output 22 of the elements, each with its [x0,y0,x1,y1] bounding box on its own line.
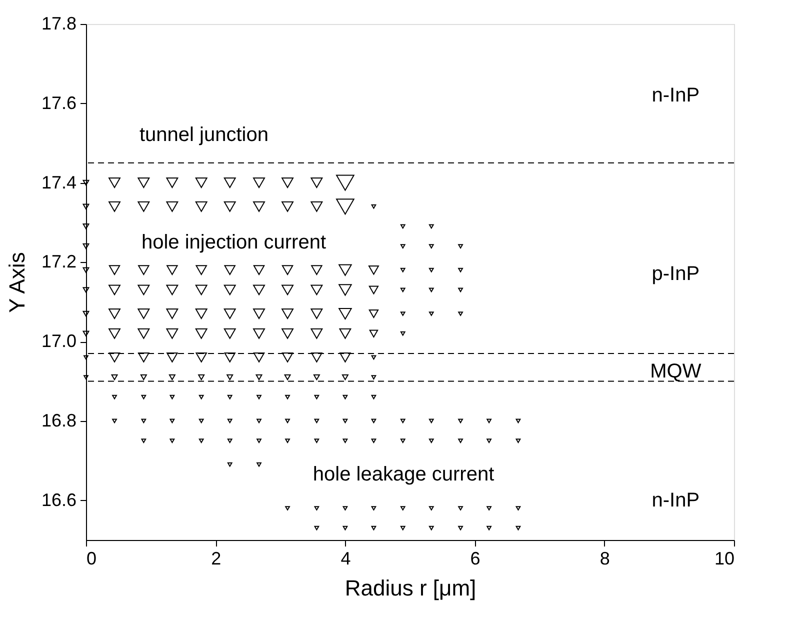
y-axis-title: Y Axis [4,252,30,313]
annotation: hole injection current [141,231,326,254]
annotation: n-InP [652,84,700,106]
y-tick-label: 17.8 [41,14,76,34]
y-tick-label: 16.8 [41,410,76,430]
x-tick-label: 0 [86,548,97,568]
x-tick-label: 8 [600,548,610,568]
y-tick-label: 17.4 [41,172,76,192]
x-tick-label: 10 [714,548,734,568]
y-tick-label: 16.6 [41,490,76,510]
annotation: MQW [650,360,702,382]
annotation: p-InP [652,263,700,286]
x-tick-label: 4 [340,548,351,568]
y-tick-label: 17.6 [41,92,76,113]
x-tick-label: 2 [211,548,222,568]
x-tick-label: 6 [470,548,480,568]
annotation: n-InP [652,489,700,512]
y-tick-label: 17.2 [41,252,76,272]
x-axis-title: Radius r [μm] [344,576,476,600]
y-tick-label: 17.0 [41,331,76,352]
annotation: tunnel junction [139,124,268,146]
annotation: hole leakage current [312,464,495,486]
